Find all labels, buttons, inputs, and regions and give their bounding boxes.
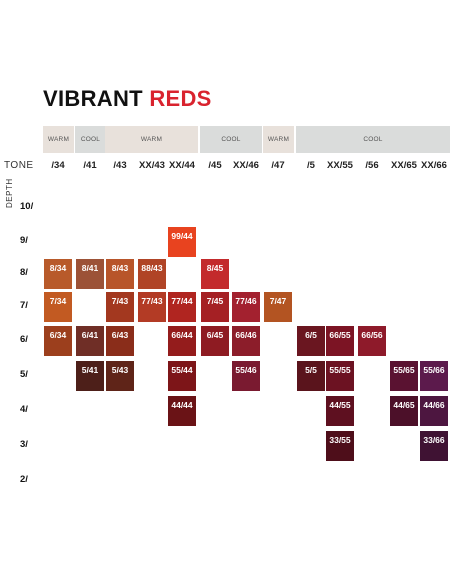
tone-column-label: XX/65 (391, 160, 417, 171)
color-swatch[interactable]: 7/47 (264, 292, 292, 322)
color-swatch[interactable]: 8/43 (106, 259, 134, 289)
color-swatch[interactable]: 77/43 (138, 292, 166, 322)
tone-group-warm: WARM (105, 126, 198, 153)
color-swatch[interactable]: 5/41 (76, 361, 104, 391)
tone-column-label: /43 (113, 160, 127, 171)
color-swatch[interactable]: 6/34 (44, 326, 72, 356)
color-swatch[interactable]: 44/44 (168, 396, 196, 426)
tone-group-cool: COOL (200, 126, 262, 153)
color-swatch[interactable]: 66/44 (168, 326, 196, 356)
depth-row-label: 2/ (20, 474, 28, 485)
color-swatch[interactable]: 55/46 (232, 361, 260, 391)
color-swatch[interactable]: 44/55 (326, 396, 354, 426)
color-swatch[interactable]: 77/46 (232, 292, 260, 322)
tone-column-label: /47 (271, 160, 285, 171)
depth-row-label: 3/ (20, 439, 28, 450)
tone-column-label: XX/44 (169, 160, 195, 171)
color-swatch[interactable]: 6/43 (106, 326, 134, 356)
tone-group-warm: WARM (263, 126, 294, 153)
depth-row-label: 6/ (20, 334, 28, 345)
tone-column-label: XX/43 (139, 160, 165, 171)
color-swatch[interactable]: 7/43 (106, 292, 134, 322)
color-swatch[interactable]: 7/34 (44, 292, 72, 322)
color-swatch[interactable]: 77/44 (168, 292, 196, 322)
color-swatch[interactable]: 8/41 (76, 259, 104, 289)
color-swatch[interactable]: 66/46 (232, 326, 260, 356)
color-swatch[interactable]: 99/44 (168, 227, 196, 257)
depth-row-label: 7/ (20, 300, 28, 311)
color-swatch[interactable]: 55/66 (420, 361, 448, 391)
tone-column-label: /34 (51, 160, 65, 171)
color-swatch[interactable]: 44/66 (420, 396, 448, 426)
tone-group-warm: WARM (43, 126, 74, 153)
color-swatch[interactable]: 8/45 (201, 259, 229, 289)
depth-row-label: 9/ (20, 235, 28, 246)
tone-group-cool: COOL (75, 126, 106, 153)
color-swatch[interactable]: 55/44 (168, 361, 196, 391)
color-swatch[interactable]: 55/65 (390, 361, 418, 391)
color-swatch[interactable]: 8/34 (44, 259, 72, 289)
color-swatch[interactable]: 33/66 (420, 431, 448, 461)
color-swatch[interactable]: 66/55 (326, 326, 354, 356)
color-swatch[interactable]: 66/56 (358, 326, 386, 356)
color-swatch[interactable]: 88/43 (138, 259, 166, 289)
tone-column-label: /41 (83, 160, 97, 171)
color-swatch[interactable]: 55/55 (326, 361, 354, 391)
tone-axis-label: TONE (4, 160, 34, 171)
color-swatch[interactable]: 6/45 (201, 326, 229, 356)
color-swatch[interactable]: 5/5 (297, 361, 325, 391)
color-swatch[interactable]: 6/5 (297, 326, 325, 356)
chart-title: VIBRANT REDS (43, 86, 212, 112)
title-vibrant: VIBRANT (43, 86, 143, 111)
depth-axis-label: DEPTH (5, 178, 14, 208)
tone-group-cool: COOL (296, 126, 450, 153)
depth-row-label: 10/ (20, 201, 34, 212)
tone-column-label: /56 (365, 160, 379, 171)
depth-row-label: 8/ (20, 267, 28, 278)
title-reds: REDS (149, 86, 212, 111)
color-swatch[interactable]: 7/45 (201, 292, 229, 322)
tone-column-label: /45 (208, 160, 222, 171)
color-swatch[interactable]: 5/43 (106, 361, 134, 391)
color-swatch[interactable]: 44/65 (390, 396, 418, 426)
tone-column-label: XX/46 (233, 160, 259, 171)
tone-column-label: /5 (307, 160, 315, 171)
color-swatch[interactable]: 33/55 (326, 431, 354, 461)
tone-column-label: XX/66 (421, 160, 447, 171)
color-swatch[interactable]: 6/41 (76, 326, 104, 356)
tone-column-label: XX/55 (327, 160, 353, 171)
depth-row-label: 5/ (20, 369, 28, 380)
depth-row-label: 4/ (20, 404, 28, 415)
